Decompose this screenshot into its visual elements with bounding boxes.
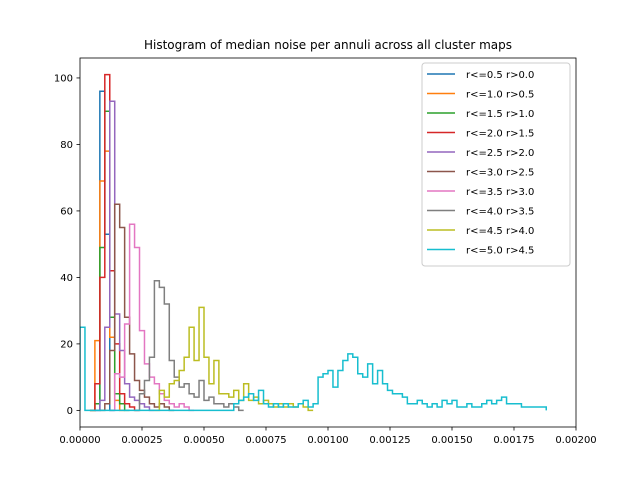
legend-label-7: r<=4.0 r>3.5 xyxy=(466,207,534,218)
x-tick-label: 0.00200 xyxy=(555,435,596,446)
series-1-steps xyxy=(89,150,125,412)
x-tick-label: 0.00100 xyxy=(307,435,348,446)
legend-label-5: r<=3.0 r>2.5 xyxy=(466,168,534,179)
legend-label-6: r<=3.5 r>3.0 xyxy=(466,187,534,198)
legend-label-2: r<=1.5 r>1.0 xyxy=(466,109,534,120)
x-tick-label: 0.00050 xyxy=(183,435,224,446)
legend-box xyxy=(421,62,571,267)
legend-label-9: r<=5.0 r>4.5 xyxy=(466,246,534,257)
series-layer xyxy=(80,73,547,412)
x-tick-label: 0.00000 xyxy=(59,435,100,446)
legend-label-1: r<=1.0 r>0.5 xyxy=(466,90,534,101)
y-tick-label: 40 xyxy=(60,273,73,284)
legend-label-8: r<=4.5 r>4.0 xyxy=(466,226,534,237)
y-tick-label: 0 xyxy=(67,406,73,417)
y-tick-label: 60 xyxy=(60,206,73,217)
legend-label-3: r<=2.0 r>1.5 xyxy=(466,129,534,140)
y-tick-label: 100 xyxy=(54,73,73,84)
series-5-steps xyxy=(99,203,175,412)
y-tick-label: 20 xyxy=(60,339,73,350)
legend-label-0: r<=0.5 r>0.0 xyxy=(466,70,534,81)
legend-label-4: r<=2.5 r>2.0 xyxy=(466,148,534,159)
legend: r<=0.5 r>0.0 r<=1.0 r>0.5 r<=1.5 r>1.0 r<=2… xyxy=(421,62,571,267)
x-tick-label: 0.00125 xyxy=(369,435,410,446)
x-tick-label: 0.00025 xyxy=(121,435,162,446)
x-tick-label: 0.00175 xyxy=(493,435,534,446)
series-9-steps xyxy=(80,326,547,412)
series-7-steps xyxy=(134,279,244,412)
chart-title: Histogram of median noise per annuli acr… xyxy=(144,38,512,52)
x-tick-label: 0.00075 xyxy=(245,435,286,446)
axes-layer: 0.00000 0.00025 0.00050 0.00075 0.00100 0.001… xyxy=(54,57,597,446)
series-8-steps xyxy=(154,306,314,412)
series-6-steps xyxy=(109,223,195,412)
x-tick-label: 0.00150 xyxy=(431,435,472,446)
y-tick-label: 80 xyxy=(60,140,73,151)
